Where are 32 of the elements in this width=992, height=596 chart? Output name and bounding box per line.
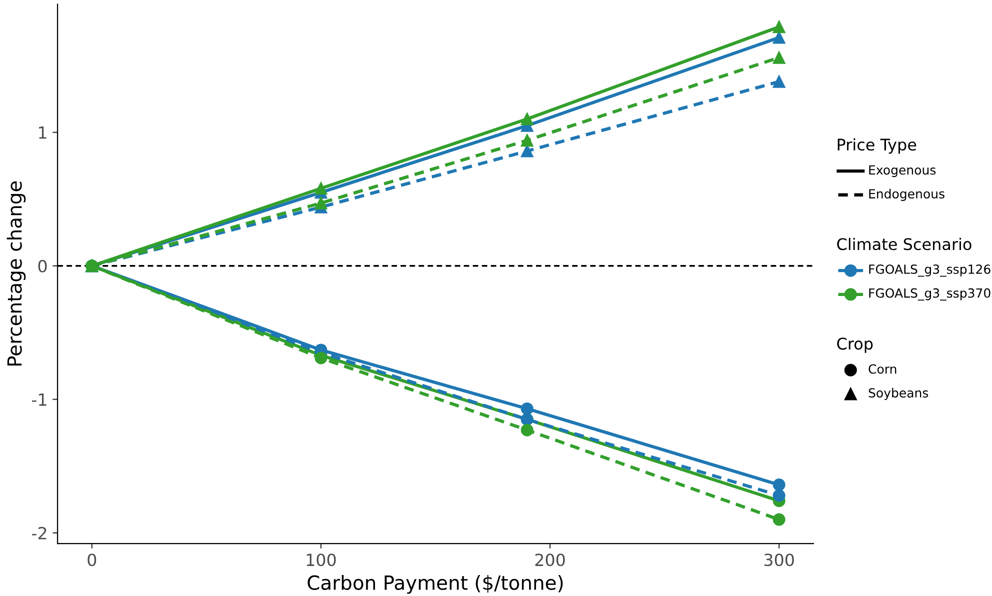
point	[520, 112, 534, 126]
point	[772, 513, 786, 526]
x-tick-label: 200	[535, 554, 565, 566]
text: FGOALS_g3_ssp370	[869, 288, 990, 301]
text: Endogenous	[869, 188, 944, 201]
point	[314, 196, 328, 210]
point	[772, 478, 786, 492]
point	[772, 51, 786, 64]
point	[520, 134, 534, 147]
y-tick-label: 1	[39, 126, 46, 139]
x-axis-title: Carbon Payment ($/tonne)	[308, 574, 563, 594]
text: Soybeans	[868, 388, 928, 400]
point	[520, 402, 534, 415]
point	[520, 424, 534, 436]
text: Price Type	[838, 138, 916, 154]
point	[314, 352, 328, 364]
x-tick-label: 100	[306, 554, 336, 566]
point	[772, 20, 786, 34]
text: FGOALS_g3_ssp126	[869, 264, 990, 277]
text: Climate Scenario	[837, 238, 972, 250]
text: Corn	[868, 364, 896, 374]
y-tick-label: -1	[32, 394, 46, 406]
text: Exogenous	[869, 165, 936, 178]
point	[314, 182, 328, 195]
y-tick-label: -2	[32, 526, 46, 540]
point	[772, 489, 786, 502]
y-tick-label: 0	[38, 260, 47, 272]
text: Crop	[837, 338, 873, 353]
point	[772, 75, 786, 88]
x-tick-label: 0	[88, 554, 96, 566]
y-axis-title: Percentage change	[6, 181, 26, 366]
x-tick-label: 300	[764, 554, 794, 566]
